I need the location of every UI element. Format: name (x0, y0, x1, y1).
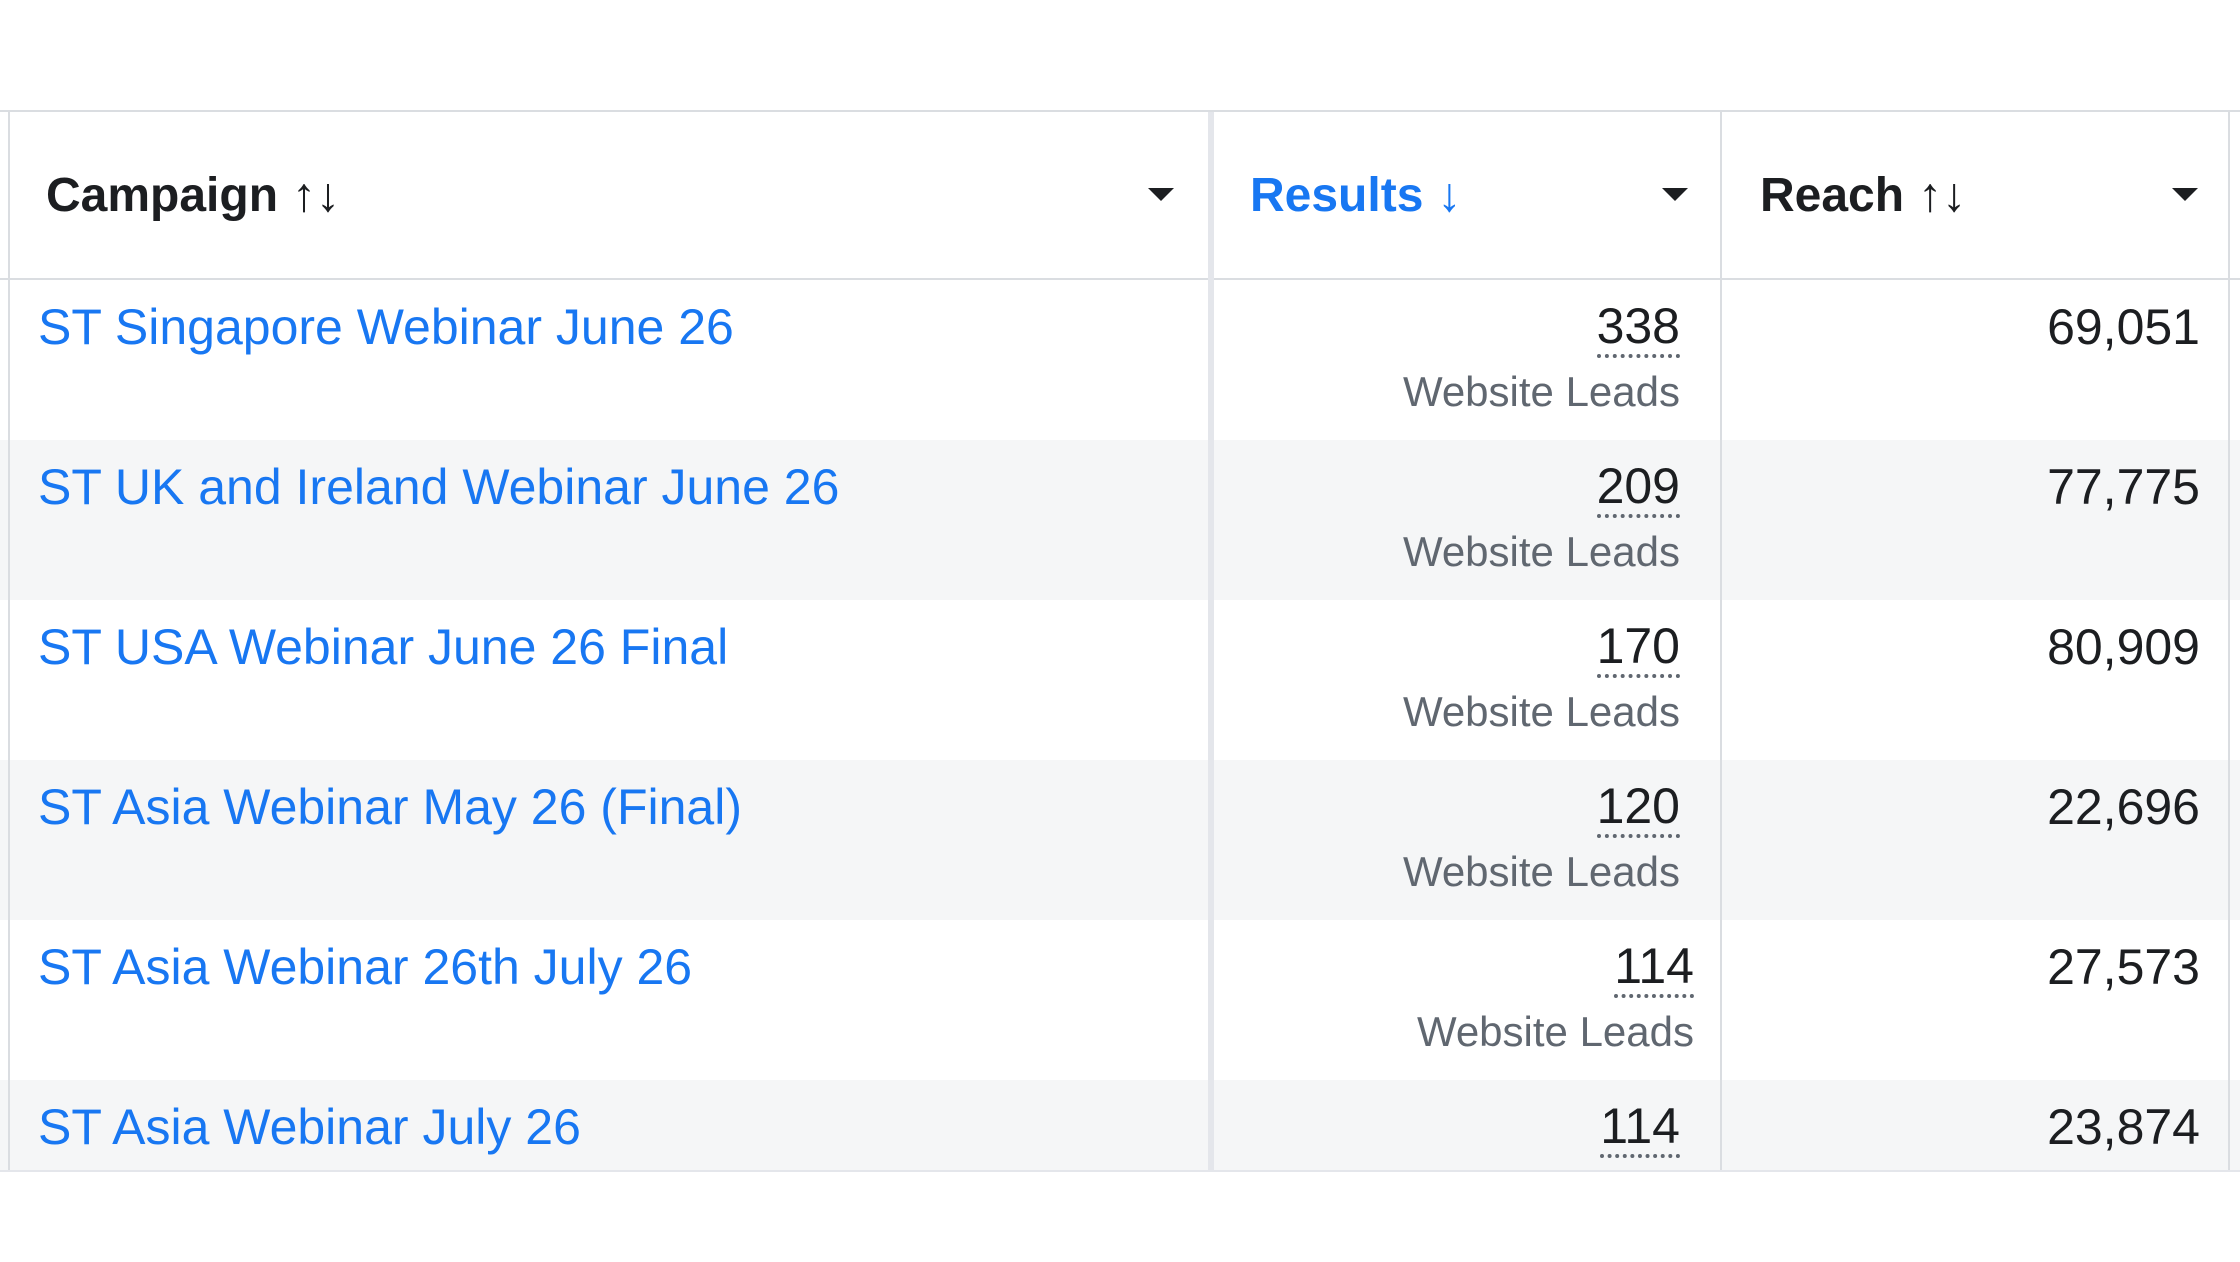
results-value[interactable]: 114 (1600, 1098, 1680, 1158)
column-divider (2228, 112, 2230, 1172)
results-value[interactable]: 170 (1596, 618, 1680, 678)
results-value[interactable]: 209 (1596, 458, 1680, 518)
results-column-dropdown-icon[interactable] (1662, 188, 1688, 201)
table-bottom-edge (0, 1170, 2240, 1262)
results-cell: 114 Website Leads (1216, 920, 1694, 1080)
sort-arrows-icon[interactable]: ↑↓ (292, 169, 341, 222)
results-type-label: Website Leads (1416, 1008, 1694, 1055)
results-type-label: Website Leads (1402, 848, 1680, 895)
table-row: ST UK and Ireland Webinar June 26 209 We… (0, 440, 2240, 600)
reach-value: 69,051 (2047, 299, 2200, 355)
results-type-label: Website Leads (1402, 528, 1680, 575)
campaign-link[interactable]: ST USA Webinar June 26 Final (38, 619, 729, 675)
sort-descending-icon[interactable]: ↓ (1437, 169, 1462, 222)
table-row: ST USA Webinar June 26 Final 170 Website… (0, 600, 2240, 760)
table-row: ST Asia Webinar May 26 (Final) 120 Websi… (0, 760, 2240, 920)
table-left-border (8, 112, 10, 1172)
table-header: Campaign ↑↓ Results ↓ Reach ↑↓ (0, 112, 2240, 280)
reach-value: 80,909 (2047, 619, 2200, 675)
reach-value: 23,874 (2047, 1099, 2200, 1155)
reach-value: 27,573 (2047, 939, 2200, 995)
results-header-label: Results (1250, 169, 1424, 222)
campaign-table: Campaign ↑↓ Results ↓ Reach ↑↓ ST Singapore… (0, 110, 2240, 1172)
results-value[interactable]: 120 (1596, 778, 1680, 838)
table-row: ST Asia Webinar 26th July 26 114 Website… (0, 920, 2240, 1080)
campaign-column-header[interactable]: Campaign ↑↓ (0, 112, 1210, 278)
table-row: ST Singapore Webinar June 26 338 Website… (0, 280, 2240, 440)
campaign-link[interactable]: ST Singapore Webinar June 26 (38, 299, 734, 355)
results-column-header[interactable]: Results ↓ (1216, 112, 1720, 278)
reach-value: 22,696 (2047, 779, 2200, 835)
results-cell: 120 Website Leads (1216, 760, 1680, 920)
column-resize-handle[interactable] (1208, 112, 1214, 1172)
results-cell: 114 (1216, 1080, 1680, 1172)
results-value[interactable]: 114 (1614, 938, 1694, 998)
reach-header-label: Reach (1760, 169, 1905, 222)
results-cell: 170 Website Leads (1216, 600, 1680, 760)
campaign-link[interactable]: ST UK and Ireland Webinar June 26 (38, 459, 840, 515)
campaign-header-label: Campaign (46, 169, 279, 222)
results-type-label: Website Leads (1402, 368, 1680, 415)
reach-column-header[interactable]: Reach ↑↓ (1724, 112, 2240, 278)
campaign-column-dropdown-icon[interactable] (1148, 188, 1174, 201)
reach-column-dropdown-icon[interactable] (2172, 188, 2198, 201)
campaign-link[interactable]: ST Asia Webinar July 26 (38, 1099, 581, 1155)
column-divider (1720, 112, 1722, 1172)
results-type-label: Website Leads (1402, 688, 1680, 735)
reach-value: 77,775 (2047, 459, 2200, 515)
sort-arrows-icon[interactable]: ↑↓ (1918, 169, 1967, 222)
results-value[interactable]: 338 (1596, 298, 1680, 358)
results-cell: 209 Website Leads (1216, 440, 1680, 600)
results-cell: 338 Website Leads (1216, 280, 1680, 440)
table-row: ST Asia Webinar July 26 114 23,874 (0, 1080, 2240, 1172)
campaign-link[interactable]: ST Asia Webinar May 26 (Final) (38, 779, 742, 835)
campaign-link[interactable]: ST Asia Webinar 26th July 26 (38, 939, 693, 995)
